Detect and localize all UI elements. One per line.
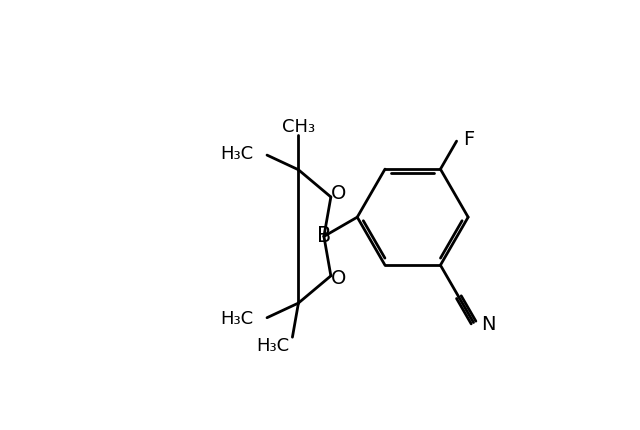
- Text: N: N: [481, 315, 496, 334]
- Text: O: O: [331, 184, 346, 203]
- Text: H₃C: H₃C: [220, 310, 253, 328]
- Text: H₃C: H₃C: [220, 144, 253, 163]
- Text: B: B: [317, 227, 331, 246]
- Text: H₃C: H₃C: [256, 338, 289, 356]
- Text: O: O: [331, 270, 346, 289]
- Text: F: F: [463, 130, 474, 149]
- Text: CH₃: CH₃: [282, 118, 315, 136]
